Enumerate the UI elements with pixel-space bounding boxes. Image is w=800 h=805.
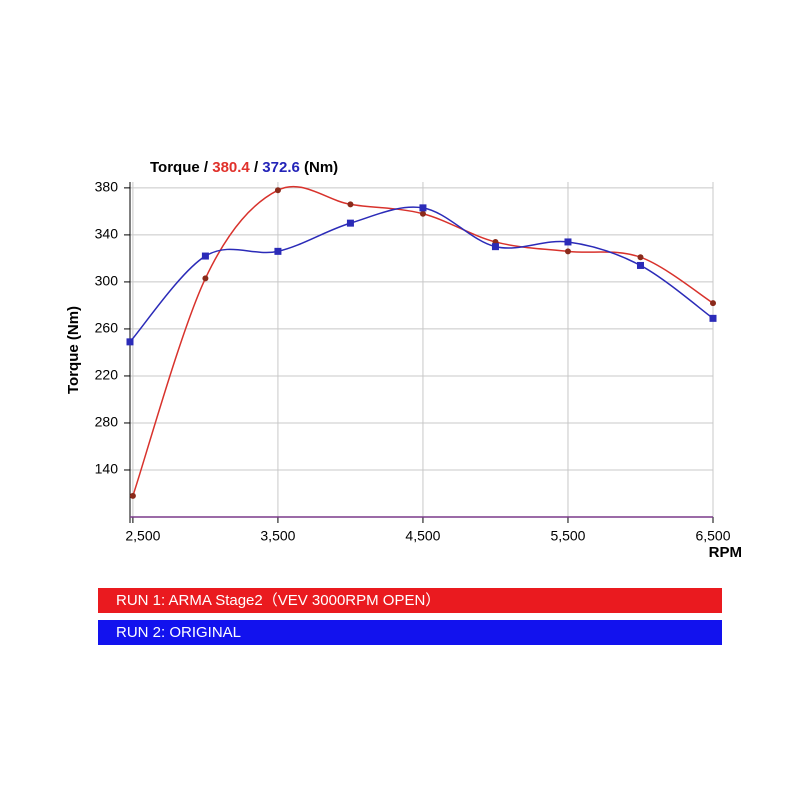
legend-label: RUN 2: ORIGINAL bbox=[116, 624, 241, 641]
marker bbox=[419, 204, 427, 212]
x-axis-label: RPM bbox=[709, 544, 742, 561]
marker bbox=[346, 219, 354, 227]
y-tick-label: 300 bbox=[95, 273, 119, 289]
legend-label: RUN 1: ARMA Stage2（VEV 3000RPM OPEN） bbox=[116, 592, 440, 609]
marker bbox=[564, 248, 571, 255]
title-separator: / bbox=[254, 159, 259, 176]
legend-bar bbox=[98, 588, 722, 613]
marker bbox=[201, 252, 209, 260]
marker bbox=[274, 247, 282, 255]
title-text: Torque bbox=[150, 159, 200, 176]
title-peak: 380.4 bbox=[212, 159, 250, 176]
title-separator: / bbox=[204, 159, 209, 176]
marker bbox=[129, 492, 136, 499]
y-axis-label: Torque (Nm) bbox=[65, 306, 82, 394]
marker bbox=[710, 300, 716, 307]
y-tick-label: 140 bbox=[95, 461, 119, 477]
marker bbox=[709, 314, 717, 322]
marker bbox=[202, 275, 209, 282]
x-tick-label: 6,500 bbox=[695, 528, 730, 544]
x-tick-label: 3,500 bbox=[260, 528, 295, 544]
marker bbox=[636, 261, 644, 269]
marker bbox=[491, 243, 499, 251]
marker bbox=[564, 238, 572, 246]
marker bbox=[274, 187, 281, 194]
y-tick-label: 260 bbox=[95, 320, 119, 336]
legend-bar bbox=[98, 620, 722, 645]
y-tick-label: 220 bbox=[95, 367, 119, 383]
y-tick-label: 380 bbox=[95, 179, 119, 195]
title-unit: (Nm) bbox=[304, 159, 338, 176]
marker bbox=[126, 338, 134, 346]
marker bbox=[419, 210, 426, 217]
marker bbox=[347, 201, 354, 208]
title-peak: 372.6 bbox=[262, 159, 300, 176]
x-tick-label: 4,500 bbox=[405, 528, 440, 544]
y-tick-label: 340 bbox=[95, 226, 119, 242]
x-tick-label: 5,500 bbox=[550, 528, 585, 544]
marker bbox=[637, 254, 644, 261]
x-tick-label: 2,500 bbox=[125, 528, 160, 544]
y-tick-label: 280 bbox=[95, 414, 119, 430]
title: Torque / 380.4 / 372.6 (Nm) bbox=[150, 159, 338, 176]
